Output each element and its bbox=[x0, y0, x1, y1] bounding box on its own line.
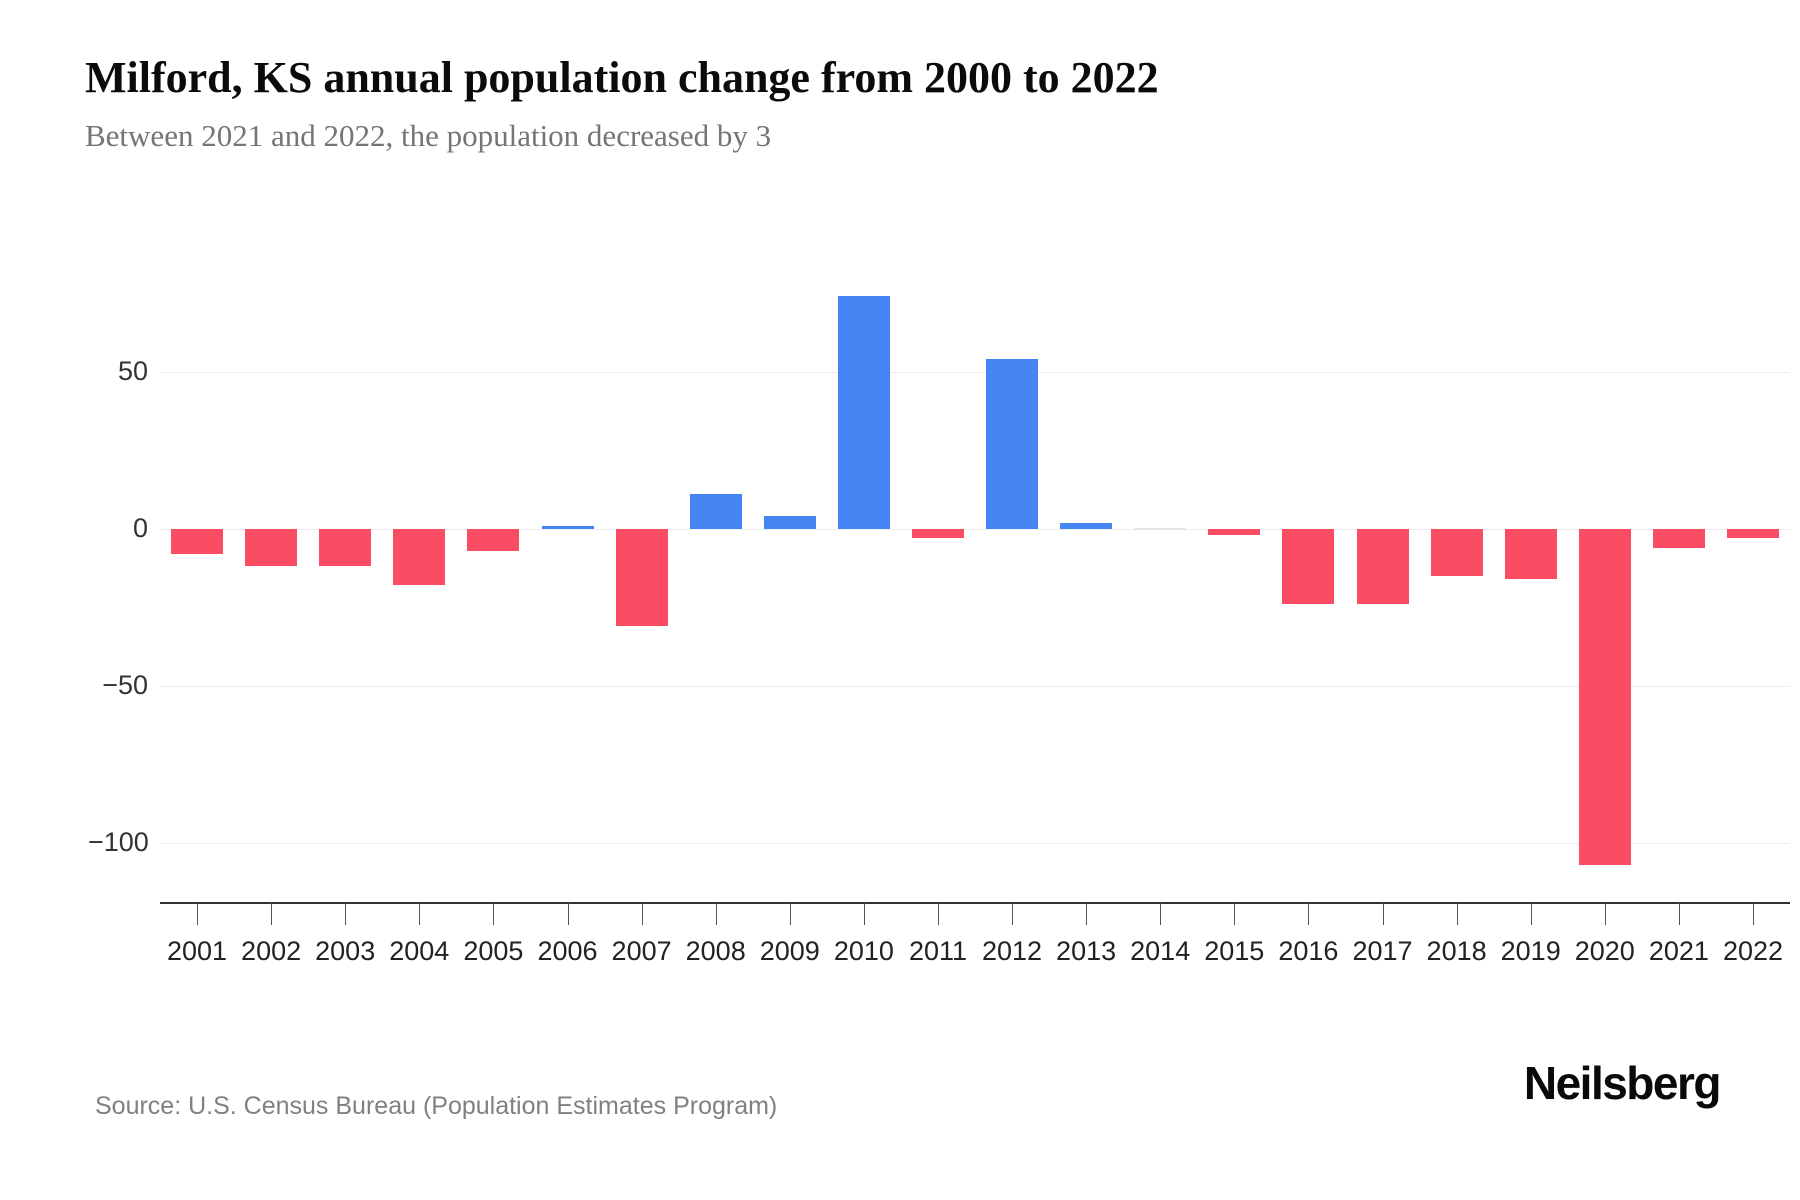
bar-2009[interactable] bbox=[763, 516, 816, 529]
x-axis-tick bbox=[1456, 903, 1458, 925]
bar-2013[interactable] bbox=[1060, 522, 1113, 529]
x-axis-tick-label-2005: 2005 bbox=[463, 936, 524, 966]
x-axis-tick-label-2001: 2001 bbox=[166, 936, 228, 966]
y-axis-tick-label: −100 bbox=[88, 827, 149, 858]
x-axis-tick-label-2021: 2021 bbox=[1648, 936, 1709, 966]
x-axis-tick-label-2013: 2013 bbox=[1056, 936, 1117, 966]
x-axis-tick-label-2014: 2014 bbox=[1130, 936, 1191, 966]
bar-2021[interactable] bbox=[1652, 528, 1705, 548]
bar-2019[interactable] bbox=[1504, 528, 1557, 580]
x-axis-tick-label-2019: 2019 bbox=[1500, 936, 1561, 966]
bar-2010[interactable] bbox=[837, 296, 890, 529]
x-axis-tick bbox=[271, 903, 273, 925]
bar-2006[interactable] bbox=[541, 525, 594, 529]
x-axis-tick bbox=[345, 903, 347, 925]
bar-2014[interactable] bbox=[1134, 527, 1187, 530]
x-axis-tick bbox=[1234, 903, 1236, 925]
x-axis-tick bbox=[1382, 903, 1384, 925]
gridline-y--100 bbox=[160, 843, 1790, 845]
bar-2015[interactable] bbox=[1208, 528, 1261, 536]
x-axis-line bbox=[160, 902, 1790, 904]
bar-2003[interactable] bbox=[319, 528, 372, 567]
bar-2012[interactable] bbox=[986, 358, 1038, 529]
bar-2022[interactable] bbox=[1727, 528, 1779, 539]
x-axis-tick-label-2016: 2016 bbox=[1278, 936, 1339, 966]
gridline-y-0 bbox=[160, 528, 1790, 530]
bar-2018[interactable] bbox=[1430, 528, 1483, 576]
x-axis-tick bbox=[197, 903, 198, 925]
bar-2004[interactable] bbox=[393, 528, 446, 586]
bar-2005[interactable] bbox=[467, 528, 520, 551]
bar-2001[interactable] bbox=[171, 528, 223, 554]
x-axis-tick-label-2017: 2017 bbox=[1352, 936, 1413, 966]
x-axis-tick-label-2012: 2012 bbox=[981, 936, 1043, 966]
y-axis-tick-label: −50 bbox=[102, 670, 148, 700]
x-axis-tick-label-2011: 2011 bbox=[908, 936, 968, 966]
x-axis-tick-label-2010: 2010 bbox=[833, 936, 894, 966]
x-axis-tick-label-2007: 2007 bbox=[611, 936, 672, 966]
bar-2002[interactable] bbox=[245, 528, 298, 567]
x-axis-tick-label-2009: 2009 bbox=[759, 936, 820, 966]
x-axis-tick bbox=[1012, 903, 1013, 925]
bar-2008[interactable] bbox=[689, 494, 742, 529]
y-axis-tick-label: 0 bbox=[132, 512, 148, 543]
x-axis-tick-label-2020: 2020 bbox=[1574, 936, 1635, 966]
gridline-y--50 bbox=[160, 686, 1790, 687]
y-axis-tick-label: 50 bbox=[117, 355, 148, 386]
x-axis-tick bbox=[493, 903, 495, 925]
x-axis-tick bbox=[1308, 903, 1310, 925]
source-note: Source: U.S. Census Bureau (Population E… bbox=[95, 1092, 778, 1120]
x-axis-tick bbox=[641, 903, 643, 925]
x-axis-tick bbox=[419, 903, 421, 925]
x-axis-tick bbox=[789, 903, 791, 925]
x-axis-tick bbox=[715, 903, 717, 925]
x-axis-tick-label-2002: 2002 bbox=[241, 936, 302, 966]
x-axis-tick-label-2022: 2022 bbox=[1722, 936, 1784, 966]
chart-title: Milford, KS annual population change fro… bbox=[85, 53, 1159, 102]
x-axis-tick-label-2015: 2015 bbox=[1204, 936, 1265, 966]
x-axis-tick bbox=[1160, 903, 1162, 925]
brand-logo: Neilsberg bbox=[1523, 1057, 1722, 1109]
x-axis-tick bbox=[1086, 903, 1088, 925]
x-axis-tick bbox=[863, 903, 865, 925]
bar-2007[interactable] bbox=[615, 528, 668, 627]
bar-2020[interactable] bbox=[1578, 528, 1631, 866]
bar-2017[interactable] bbox=[1356, 528, 1409, 605]
x-axis-tick bbox=[1753, 903, 1754, 925]
x-axis-tick bbox=[938, 903, 939, 925]
chart-subtitle: Between 2021 and 2022, the population de… bbox=[85, 118, 772, 153]
bar-2011[interactable] bbox=[912, 528, 964, 539]
x-axis-tick bbox=[1678, 903, 1680, 925]
gridline-y-50 bbox=[160, 371, 1790, 373]
x-axis-tick-label-2018: 2018 bbox=[1426, 936, 1487, 966]
x-axis-tick bbox=[1530, 903, 1532, 925]
bar-2016[interactable] bbox=[1282, 528, 1335, 605]
x-axis-tick-label-2003: 2003 bbox=[315, 936, 376, 966]
x-axis-tick-label-2006: 2006 bbox=[537, 936, 598, 966]
x-axis-tick-label-2004: 2004 bbox=[389, 936, 450, 966]
x-axis-tick bbox=[1604, 903, 1606, 925]
x-axis-tick-label-2008: 2008 bbox=[685, 936, 746, 966]
x-axis-tick bbox=[567, 903, 569, 925]
plot-area: 50 0 −50 −100 2001 2002 2003 2004 2005 2006 2007 20… bbox=[88, 230, 1790, 966]
